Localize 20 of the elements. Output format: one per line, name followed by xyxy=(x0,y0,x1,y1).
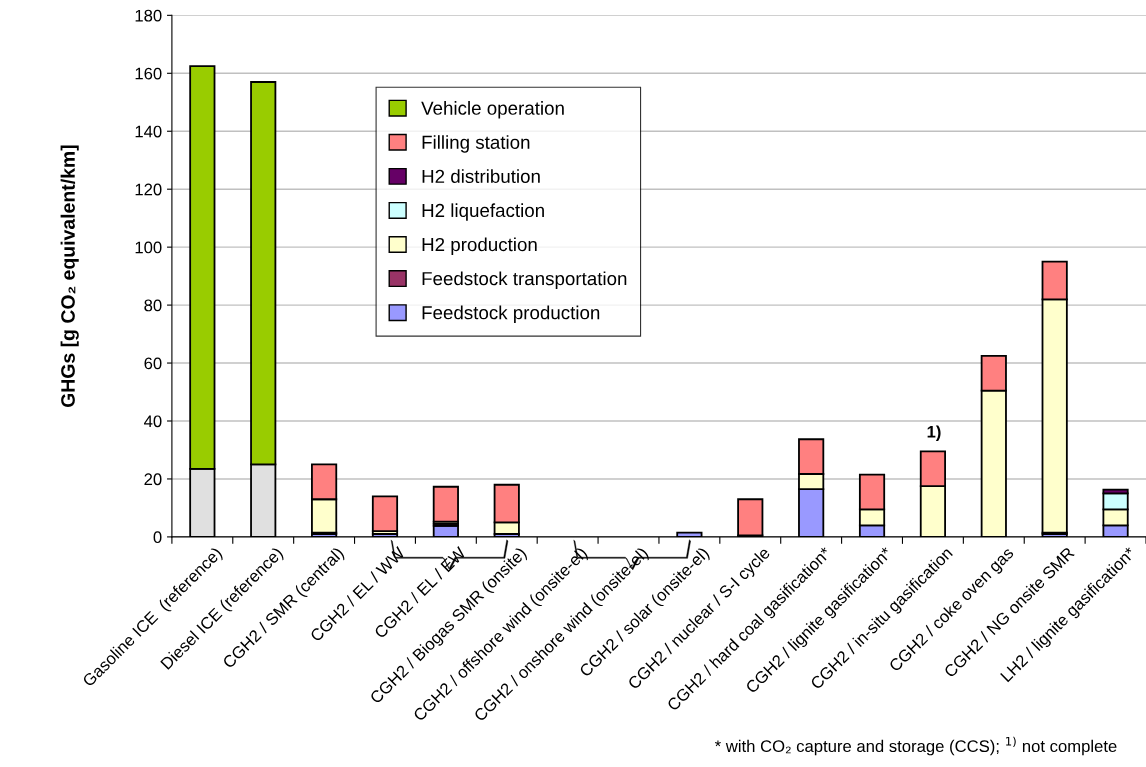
y-tick-label: 60 xyxy=(144,357,162,370)
legend-label: H2 liquefaction xyxy=(422,203,544,221)
y-tick-label: 180 xyxy=(135,9,162,22)
y-tick-label: 40 xyxy=(144,415,162,428)
y-tick-label: 80 xyxy=(144,299,162,312)
legend-label: H2 distribution xyxy=(422,169,540,184)
legend-label: Feedstock production xyxy=(422,305,600,324)
y-tick-label: 100 xyxy=(135,241,162,254)
legend-label: Filling station xyxy=(422,135,530,153)
legend-label: H2 production xyxy=(422,237,537,255)
y-tick-label: 160 xyxy=(135,67,162,80)
y-tick-label: 0 xyxy=(153,531,162,544)
legend-label: Vehicle operation xyxy=(421,101,564,119)
legend-label: Feedstock transportation xyxy=(422,271,627,289)
y-tick-label: 20 xyxy=(144,473,162,486)
annotation: 1) xyxy=(927,425,941,442)
text: * with CO₂ capture and storage (CCS); $^{1)}$ not complete xyxy=(714,736,1117,756)
y-tick-label: 120 xyxy=(135,183,162,196)
y-tick-label: 140 xyxy=(135,125,162,138)
y-axis-title: GHGs [g CO₂ equivalent/km] xyxy=(60,145,79,408)
